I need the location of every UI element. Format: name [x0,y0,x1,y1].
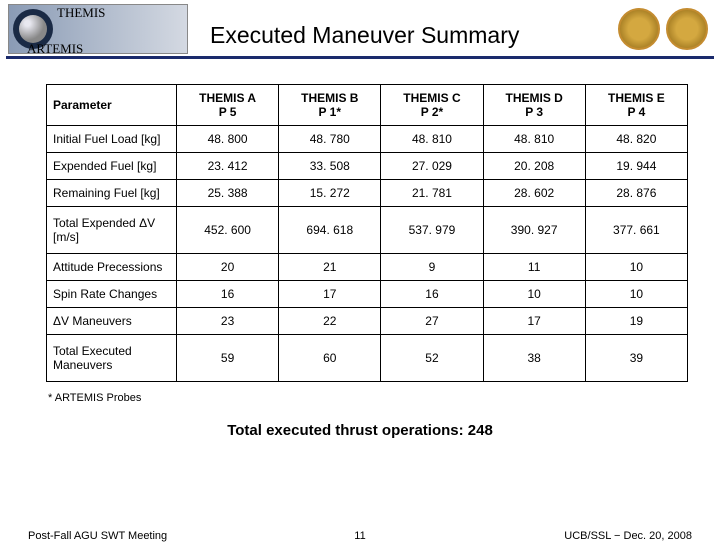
table-cell: 22 [279,308,381,335]
table-row: Total Expended ΔV [m/s]452. 600694. 6185… [47,207,688,254]
table-cell: 21 [279,254,381,281]
table-cell: 48. 820 [585,126,687,153]
table-cell: 52 [381,335,483,382]
table-cell: 17 [483,308,585,335]
table-row: Remaining Fuel [kg]25. 38815. 27221. 781… [47,180,688,207]
table-cell: 452. 600 [177,207,279,254]
slide-title: Executed Maneuver Summary [210,22,519,49]
row-label: Attitude Precessions [47,254,177,281]
table-cell: 60 [279,335,381,382]
table-cell: 9 [381,254,483,281]
footer-right: UCB/SSL − Dec. 20, 2008 [564,530,692,542]
table-cell: 28. 876 [585,180,687,207]
row-label: Expended Fuel [kg] [47,153,177,180]
row-label: Spin Rate Changes [47,281,177,308]
col-header: THEMIS CP 2* [381,85,483,126]
table-cell: 20 [177,254,279,281]
table-cell: 390. 927 [483,207,585,254]
table-cell: 16 [381,281,483,308]
table-cell: 38 [483,335,585,382]
table-row: Spin Rate Changes1617161010 [47,281,688,308]
table-cell: 59 [177,335,279,382]
table-row: Total Executed Maneuvers5960523839 [47,335,688,382]
table-row: ΔV Maneuvers2322271719 [47,308,688,335]
table-cell: 33. 508 [279,153,381,180]
header-underline [6,56,714,59]
param-header: Parameter [47,85,177,126]
ucb-badge-icon [666,8,708,50]
table-cell: 11 [483,254,585,281]
table-cell: 20. 208 [483,153,585,180]
table-cell: 25. 388 [177,180,279,207]
row-label: Total Expended ΔV [m/s] [47,207,177,254]
table-cell: 694. 618 [279,207,381,254]
col-header: THEMIS DP 3 [483,85,585,126]
main-table-wrap: Parameter THEMIS AP 5 THEMIS BP 1* THEMI… [46,84,688,382]
themis-label: THEMIS [57,5,105,21]
table-cell: 21. 781 [381,180,483,207]
table-cell: 27 [381,308,483,335]
table-cell: 10 [483,281,585,308]
col-header: THEMIS BP 1* [279,85,381,126]
themis-badge-icon [618,8,660,50]
table-row: Attitude Precessions202191110 [47,254,688,281]
col-header: THEMIS AP 5 [177,85,279,126]
footnote: * ARTEMIS Probes [48,392,720,404]
table-row: Expended Fuel [kg]23. 41233. 50827. 0292… [47,153,688,180]
table-cell: 23 [177,308,279,335]
table-cell: 48. 810 [381,126,483,153]
table-cell: 28. 602 [483,180,585,207]
total-operations: Total executed thrust operations: 248 [0,422,720,439]
table-cell: 10 [585,254,687,281]
table-cell: 16 [177,281,279,308]
table-cell: 17 [279,281,381,308]
table-cell: 39 [585,335,687,382]
table-cell: 23. 412 [177,153,279,180]
table-cell: 537. 979 [381,207,483,254]
slide-header: THEMIS ARTEMIS Executed Maneuver Summary [0,0,720,60]
mission-logo-block: THEMIS ARTEMIS [8,4,188,54]
table-row: Initial Fuel Load [kg]48. 80048. 78048. … [47,126,688,153]
row-label: Initial Fuel Load [kg] [47,126,177,153]
table-cell: 15. 272 [279,180,381,207]
table-cell: 27. 029 [381,153,483,180]
table-cell: 377. 661 [585,207,687,254]
table-cell: 10 [585,281,687,308]
artemis-label: ARTEMIS [27,41,83,57]
table-cell: 19. 944 [585,153,687,180]
table-cell: 19 [585,308,687,335]
row-label: Remaining Fuel [kg] [47,180,177,207]
table-cell: 48. 800 [177,126,279,153]
row-label: ΔV Maneuvers [47,308,177,335]
maneuver-table: Parameter THEMIS AP 5 THEMIS BP 1* THEMI… [46,84,688,382]
col-header: THEMIS EP 4 [585,85,687,126]
table-cell: 48. 810 [483,126,585,153]
row-label: Total Executed Maneuvers [47,335,177,382]
table-cell: 48. 780 [279,126,381,153]
table-header-row: Parameter THEMIS AP 5 THEMIS BP 1* THEMI… [47,85,688,126]
